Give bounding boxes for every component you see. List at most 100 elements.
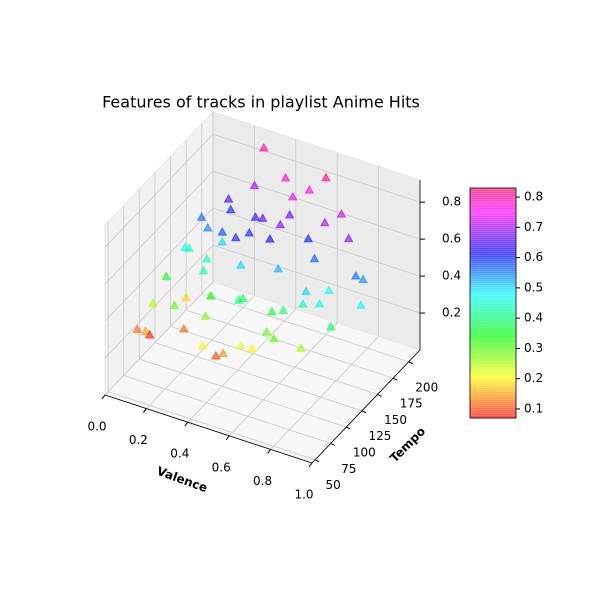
point: [179, 323, 189, 333]
point: [273, 263, 284, 273]
colorbar-step: [470, 220, 516, 223]
colorbar-step: [470, 280, 516, 283]
colorbar-step: [470, 306, 516, 309]
y-tick-label: 75: [341, 462, 356, 476]
point: [284, 209, 295, 219]
colorbar-step: [470, 260, 516, 263]
grid-line: [187, 308, 297, 423]
colorbar-step: [470, 366, 516, 369]
x-tick: [225, 435, 230, 441]
colorbar-step: [470, 256, 516, 259]
colorbar-step: [470, 226, 516, 229]
colorbar-step: [470, 314, 516, 317]
grid-line: [201, 293, 409, 363]
grid-line: [212, 207, 421, 277]
z-tick-label: 0.2: [442, 306, 461, 320]
colorbar-tick-label: 0.7: [524, 220, 543, 234]
colorbar-step: [470, 318, 516, 321]
colorbar-step: [470, 300, 516, 303]
y-tick-label: 175: [400, 397, 423, 411]
colorbar-tick-label: 0.6: [524, 250, 543, 264]
point: [140, 326, 151, 336]
grid-line: [170, 326, 378, 395]
colorbar-step: [470, 232, 516, 235]
colorbar-step: [470, 328, 516, 331]
grid-line: [212, 244, 421, 314]
colorbar-step: [470, 304, 516, 307]
colorbar-step: [470, 206, 516, 209]
colorbar-step: [470, 212, 516, 215]
colorbar-step: [470, 414, 516, 417]
point: [200, 311, 211, 320]
colorbar-tick-label: 0.5: [524, 280, 543, 294]
colorbar-step: [470, 248, 516, 251]
colorbar-step: [470, 324, 516, 327]
point: [250, 212, 261, 221]
colorbar-step: [470, 278, 516, 281]
point: [301, 286, 311, 296]
colorbar-step: [470, 200, 516, 203]
x-axis-label: Valence: [155, 464, 209, 495]
colorbar-step: [470, 392, 516, 395]
colorbar-step: [470, 398, 516, 401]
colorbar-step: [470, 372, 516, 375]
colorbar-step: [470, 230, 516, 233]
point: [261, 326, 272, 336]
colorbar-step: [470, 388, 516, 391]
y-tick-label: 150: [384, 413, 407, 427]
colorbar-step: [470, 198, 516, 201]
y-axis-label: Tempo: [387, 424, 428, 465]
colorbar-step: [470, 362, 516, 365]
point: [198, 265, 209, 275]
point: [343, 233, 354, 243]
colorbar-step: [470, 290, 516, 293]
colorbar-step: [470, 204, 516, 207]
y-tick: [330, 442, 335, 446]
point: [132, 324, 143, 334]
point: [298, 298, 308, 308]
point: [211, 350, 221, 360]
y-tick-label: 125: [368, 429, 391, 443]
colorbar-step: [470, 326, 516, 329]
colorbar-step: [470, 402, 516, 405]
x-tick: [184, 421, 189, 427]
point: [181, 292, 191, 302]
colorbar-step: [470, 240, 516, 243]
colorbar-step: [470, 352, 516, 355]
point: [303, 233, 314, 243]
colorbar-step: [470, 416, 516, 419]
colorbar-step: [470, 270, 516, 273]
colorbar-step: [470, 320, 516, 323]
colorbar-step: [470, 408, 516, 411]
colorbar-step: [470, 282, 516, 285]
colorbar-step: [470, 218, 516, 221]
point: [244, 227, 255, 237]
grid-line: [270, 336, 379, 450]
grid-line: [212, 170, 421, 240]
colorbar-tick-label: 0.1: [524, 401, 543, 415]
point: [236, 260, 246, 269]
grid-line: [104, 281, 214, 396]
colorbar-step: [470, 316, 516, 319]
grid-line: [154, 342, 363, 412]
colorbar-step: [470, 296, 516, 299]
colorbar-step: [470, 340, 516, 343]
colorbar-step: [470, 386, 516, 389]
colorbar-step: [470, 378, 516, 381]
colorbar-step: [470, 234, 516, 237]
colorbar-frame: [469, 187, 517, 419]
colorbar-step: [470, 350, 516, 353]
colorbar-step: [470, 382, 516, 385]
colorbar-step: [470, 216, 516, 219]
point: [196, 212, 207, 221]
colorbar-tick-label: 0.8: [524, 190, 543, 204]
colorbar-tick-label: 0.3: [524, 341, 543, 355]
colorbar-step: [470, 330, 516, 333]
z-tick-label: 0.4: [442, 269, 461, 283]
y-tick: [408, 361, 413, 365]
colorbar-step: [470, 236, 516, 239]
colorbar-step: [470, 384, 516, 387]
colorbar-step: [470, 344, 516, 347]
colorbar-step: [470, 190, 516, 193]
